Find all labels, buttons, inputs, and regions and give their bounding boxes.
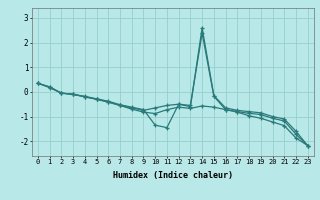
X-axis label: Humidex (Indice chaleur): Humidex (Indice chaleur) (113, 171, 233, 180)
